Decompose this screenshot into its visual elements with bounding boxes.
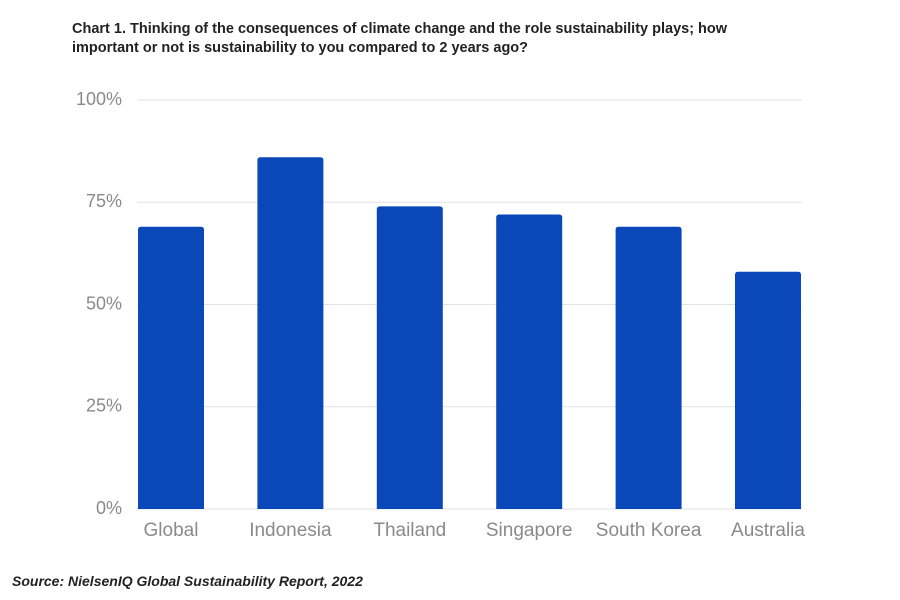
bar <box>376 206 443 509</box>
bar <box>496 214 563 509</box>
chart-title: Chart 1. Thinking of the consequences of… <box>72 21 728 56</box>
chart: 0% 25% 50% 75% 100% Global Indonesia Thailand Si… <box>76 89 805 541</box>
bar <box>735 271 801 509</box>
y-tick-label: 50% <box>86 293 122 313</box>
source-note: Source: NielsenIQ Global Sustainability … <box>12 573 363 589</box>
bar <box>615 226 682 510</box>
x-tick-label: Thailand <box>373 520 446 541</box>
y-tick-label: 75% <box>86 191 122 211</box>
y-tick-label: 25% <box>86 396 122 416</box>
x-tick-label: Singapore <box>486 520 573 541</box>
x-tick-label: South Korea <box>596 520 702 541</box>
bar <box>257 157 324 509</box>
bar <box>138 226 204 510</box>
x-tick-label: Australia <box>731 520 805 541</box>
y-tick-label: 0% <box>96 498 122 518</box>
y-tick-label: 100% <box>76 89 122 109</box>
x-tick-label: Global <box>144 520 199 541</box>
x-tick-label: Indonesia <box>249 520 332 541</box>
